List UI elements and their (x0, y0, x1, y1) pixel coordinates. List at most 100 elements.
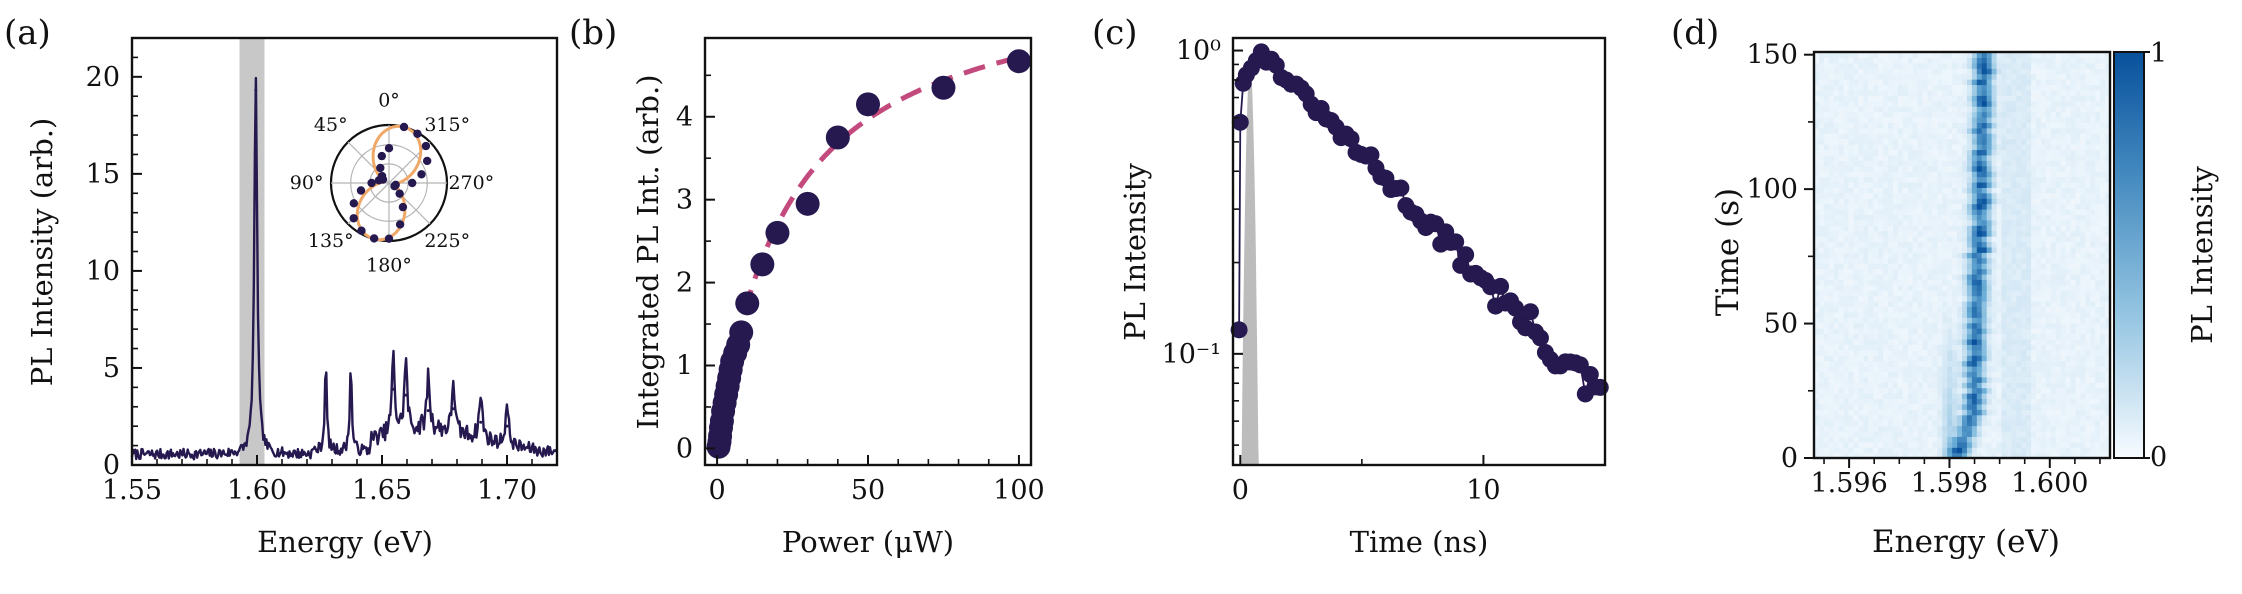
heatmap-cell (2006, 333, 2012, 340)
heatmap-cell (2040, 263, 2047, 270)
heatmap-cell (1858, 133, 1864, 140)
heatmap-cell (2001, 328, 2007, 335)
heatmap-cell (1932, 187, 1938, 194)
heatmap-cell (1947, 89, 1953, 96)
heatmap-cell (1986, 344, 1993, 351)
heatmap-cell (1942, 68, 1948, 75)
heatmap-cell (1962, 57, 1968, 64)
heatmap-cell (1996, 246, 2003, 253)
heatmap-cell (1957, 322, 1963, 329)
heatmap-cell (2080, 425, 2086, 432)
heatmap-cell (2045, 165, 2052, 172)
heatmap-cell (1868, 420, 1874, 427)
heatmap-cell (1932, 409, 1938, 416)
heatmap-cell (2045, 154, 2052, 161)
heatmap-cell (1838, 84, 1845, 91)
heatmap-cell (2065, 144, 2072, 151)
heatmap-cell (2011, 452, 2017, 459)
decay-point (1231, 113, 1249, 131)
heatmap-cell (2045, 398, 2052, 405)
heatmap-cell (2075, 57, 2081, 64)
heatmap-cell (2095, 106, 2101, 113)
heatmap-cell (2036, 89, 2042, 96)
heatmap-cell (2055, 84, 2062, 91)
heatmap-cell (1991, 376, 1998, 383)
heatmap-cell (1853, 176, 1859, 183)
heatmap-cell (1878, 111, 1884, 118)
heatmap-cell (1907, 365, 1914, 372)
heatmap-cell (1892, 138, 1899, 145)
heatmap-cell (2055, 409, 2062, 416)
heatmap-cell (1902, 100, 1909, 107)
heatmap-cell (2070, 122, 2077, 129)
heatmap-cell (1853, 257, 1859, 264)
heatmap-cell (2085, 403, 2091, 410)
heatmap-cell (1892, 295, 1899, 302)
heatmap-cell (2026, 452, 2032, 459)
heatmap-cell (2016, 236, 2022, 243)
heatmap-cell (2100, 382, 2106, 389)
heatmap-cell (1848, 149, 1855, 156)
heatmap-cell (2070, 290, 2077, 297)
heatmap-cell (1863, 317, 1869, 324)
polar-point (349, 199, 359, 208)
heatmap-cell (1927, 279, 1933, 286)
heatmap-cell (1868, 284, 1874, 291)
heatmap-cell (2006, 290, 2012, 297)
heatmap-cell (1878, 420, 1884, 427)
heatmap-cell (1863, 295, 1869, 302)
heatmap-cell (1892, 290, 1899, 297)
heatmap-cell (1907, 127, 1914, 134)
heatmap-cell (2060, 447, 2067, 454)
heatmap-cell (1976, 257, 1983, 264)
heatmap-cell (2095, 257, 2101, 264)
heatmap-cell (1932, 236, 1938, 243)
heatmap-cell (1853, 376, 1859, 383)
heatmap-cell (1942, 284, 1948, 291)
panel-b-ytick-label: 0 (676, 433, 693, 464)
heatmap-cell (1986, 192, 1993, 199)
heatmap-cell (2045, 273, 2052, 280)
heatmap-cell (1942, 144, 1948, 151)
heatmap-cell (1962, 111, 1968, 118)
heatmap-cell (2001, 208, 2007, 215)
heatmap-cell (1883, 436, 1889, 443)
heatmap-cell (1888, 355, 1894, 362)
heatmap-cell (1962, 393, 1968, 400)
heatmap-cell (1912, 106, 1919, 113)
heatmap-cell (1952, 263, 1958, 270)
heatmap-cell (1858, 111, 1864, 118)
panel-b-ytick-label: 4 (676, 102, 693, 133)
heatmap-cell (1991, 214, 1998, 221)
heatmap-cell (1902, 382, 1909, 389)
heatmap-cell (2105, 420, 2111, 427)
heatmap-cell (2045, 230, 2052, 237)
heatmap-cell (1937, 338, 1943, 345)
heatmap-cell (1986, 214, 1993, 221)
heatmap-cell (1863, 403, 1869, 410)
heatmap-cell (2060, 360, 2067, 367)
heatmap-cell (1883, 365, 1889, 372)
heatmap-cell (2011, 165, 2017, 172)
heatmap-cell (1858, 160, 1864, 167)
heatmap-cell (2065, 447, 2072, 454)
heatmap-cell (1912, 192, 1919, 199)
heatmap-cell (1883, 301, 1889, 308)
heatmap-cell (1996, 273, 2003, 280)
heatmap-cell (1957, 452, 1963, 459)
heatmap-cell (1878, 144, 1884, 151)
heatmap-cell (2100, 100, 2106, 107)
heatmap-cell (1892, 403, 1899, 410)
heatmap-cell (2100, 225, 2106, 232)
heatmap-cell (1888, 425, 1894, 432)
decay-point (1230, 321, 1248, 339)
heatmap-cell (2016, 89, 2022, 96)
heatmap-cell (2095, 57, 2101, 64)
heatmap-cell (2040, 257, 2047, 264)
heatmap-cell (1853, 165, 1859, 172)
heatmap-cell (2095, 338, 2101, 345)
heatmap-cell (2026, 430, 2032, 437)
heatmap-cell (1863, 79, 1869, 86)
heatmap-cell (1957, 57, 1963, 64)
heatmap-cell (1878, 441, 1884, 448)
